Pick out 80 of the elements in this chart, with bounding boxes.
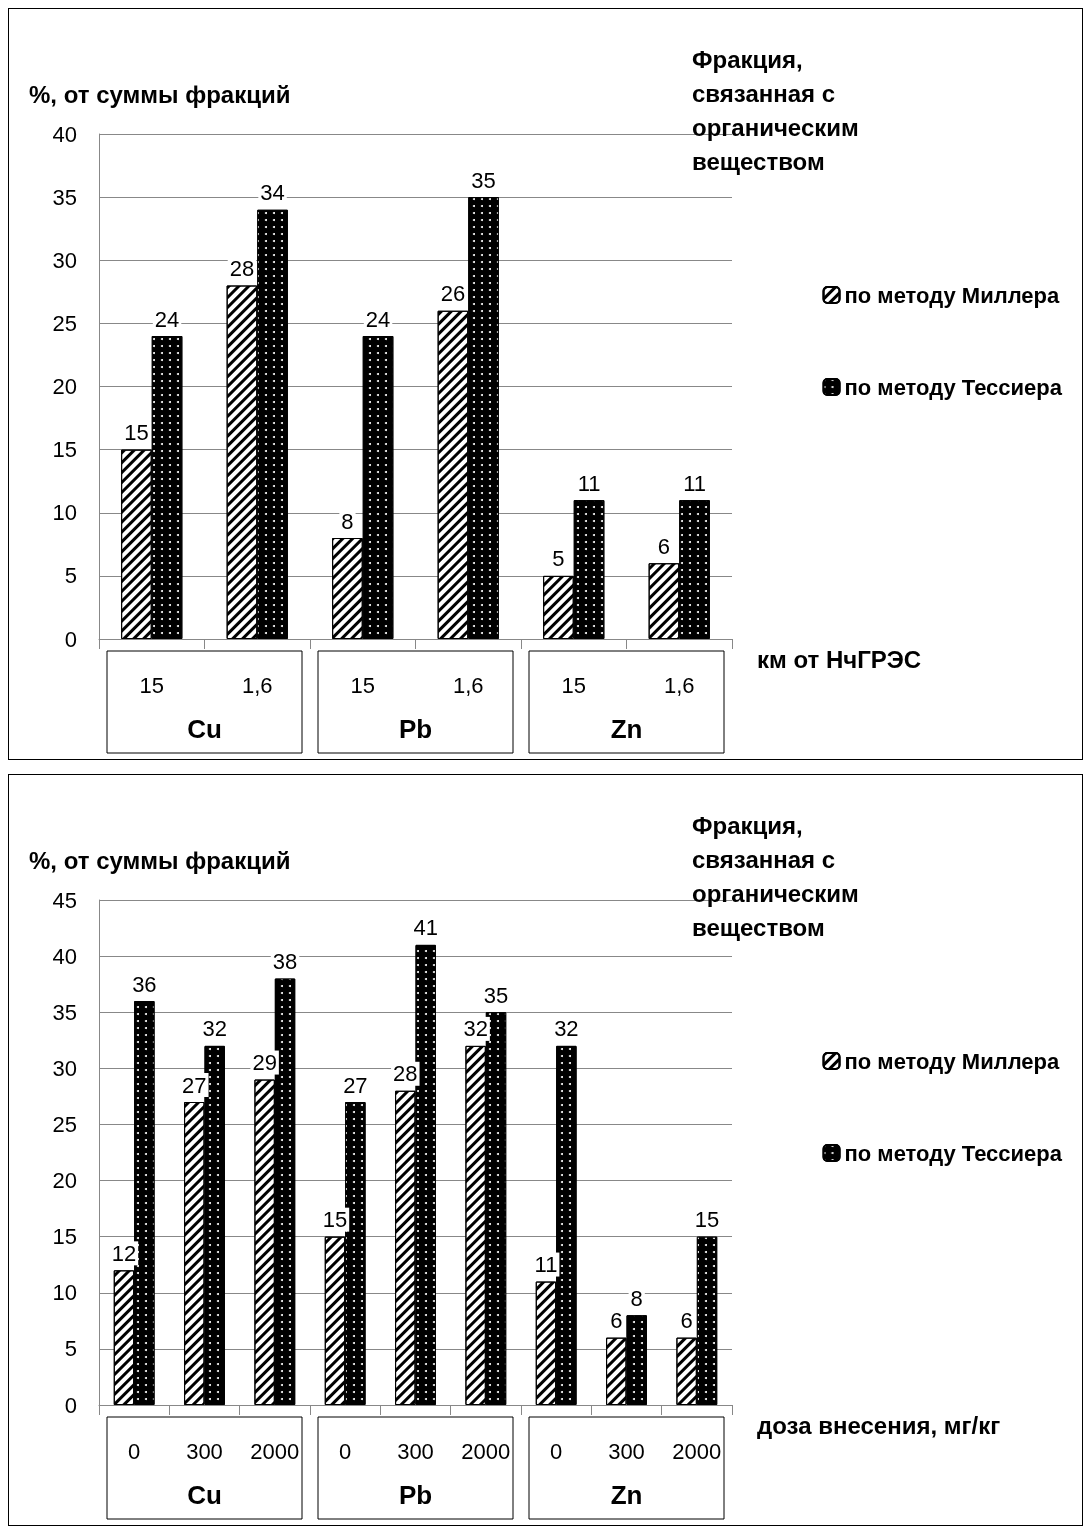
data-label: 6 [610,1308,623,1334]
y-tick-label: 15 [52,1224,77,1250]
legend-label: по методу Тессиера [844,1140,1063,1166]
legend-label: по методу Миллера [844,282,1060,308]
y-tick-label: 35 [52,999,77,1025]
text: Pb [398,1480,433,1510]
data-label: 28 [393,1061,418,1087]
data-label: 32 [554,1016,579,1042]
data-label: 15 [322,1207,348,1233]
y-tick-label: 5 [64,563,77,589]
y-tick-label: 45 [52,887,77,913]
x-tick-label: 15 [350,672,375,698]
x-tick-label: 2000 [461,1438,511,1464]
text: Cu [187,1480,222,1510]
y-tick-label: 30 [52,1055,77,1081]
data-label: 11 [534,1252,558,1278]
data-label: 35 [483,982,509,1008]
y-tick-label: 0 [64,626,77,652]
y-tick-label: 35 [52,184,77,210]
y-tick-label: 25 [52,310,77,336]
x-tick-label: 1,6 [452,672,484,698]
data-label: 8 [630,1285,643,1311]
y-tick-label: 0 [64,1392,77,1418]
data-label: 29 [252,1050,277,1076]
data-label: 38 [272,949,298,975]
data-label: 32 [463,1016,488,1042]
text: Cu [187,714,222,744]
legend-label: по методу Миллера [844,1048,1060,1074]
data-label: 27 [343,1072,368,1098]
data-label: 6 [657,533,671,559]
x-tick-label: 0 [339,1438,352,1464]
x-axis-title: доза внесения, мг/кг [757,1411,1001,1439]
data-label: 32 [202,1016,227,1042]
data-label: 34 [260,180,285,206]
y-axis-title: %, от суммы фракций [29,846,291,874]
data-label: 24 [154,306,180,332]
data-label: 12 [111,1240,137,1266]
data-label: 35 [471,167,496,193]
data-label: 5 [552,546,565,572]
x-tick-label: 300 [608,1438,645,1464]
y-tick-label: 20 [52,1168,77,1194]
y-tick-label: 10 [52,500,77,526]
x-tick-label: 15 [139,672,164,698]
data-label: 26 [440,281,466,307]
x-tick-label: 0 [550,1438,563,1464]
data-label: 6 [680,1308,693,1334]
chart-title: Фракция, связанная с органическим веществом [692,811,866,941]
x-tick-label: 1,6 [241,672,273,698]
data-label: 8 [341,508,354,534]
y-tick-label: 40 [52,943,77,969]
text: Zn [610,1480,643,1510]
y-tick-label: 5 [64,1336,77,1362]
y-tick-label: 15 [52,437,77,463]
x-tick-label: 1,6 [663,672,695,698]
data-label: 11 [577,470,601,496]
y-tick-label: 20 [52,374,77,399]
x-axis-title: км от НчГРЭС [757,645,922,673]
data-label: 15 [694,1207,720,1233]
x-tick-label: 300 [397,1438,434,1464]
legend-label: по методу Тессиера [844,374,1063,400]
y-axis-title: %, от суммы фракций [29,80,291,108]
text: Zn [610,714,643,744]
y-tick-label: 30 [52,247,77,273]
data-label: 27 [182,1072,207,1098]
x-tick-label: 0 [128,1438,141,1464]
data-label: 15 [124,420,149,446]
chart-title: Фракция, связанная с органическим веществом [692,45,866,175]
data-label: 24 [365,306,391,332]
data-label: 36 [132,971,157,997]
data-label: 11 [683,470,706,496]
y-tick-label: 10 [52,1280,77,1306]
data-label: 28 [229,256,255,281]
data-label: 41 [413,915,438,941]
y-tick-label: 40 [52,121,77,147]
x-tick-label: 300 [186,1438,223,1464]
text: Pb [398,714,433,744]
y-tick-label: 25 [52,1111,77,1137]
x-tick-label: 2000 [672,1438,722,1464]
x-tick-label: 15 [561,672,586,698]
x-tick-label: 2000 [250,1438,300,1464]
